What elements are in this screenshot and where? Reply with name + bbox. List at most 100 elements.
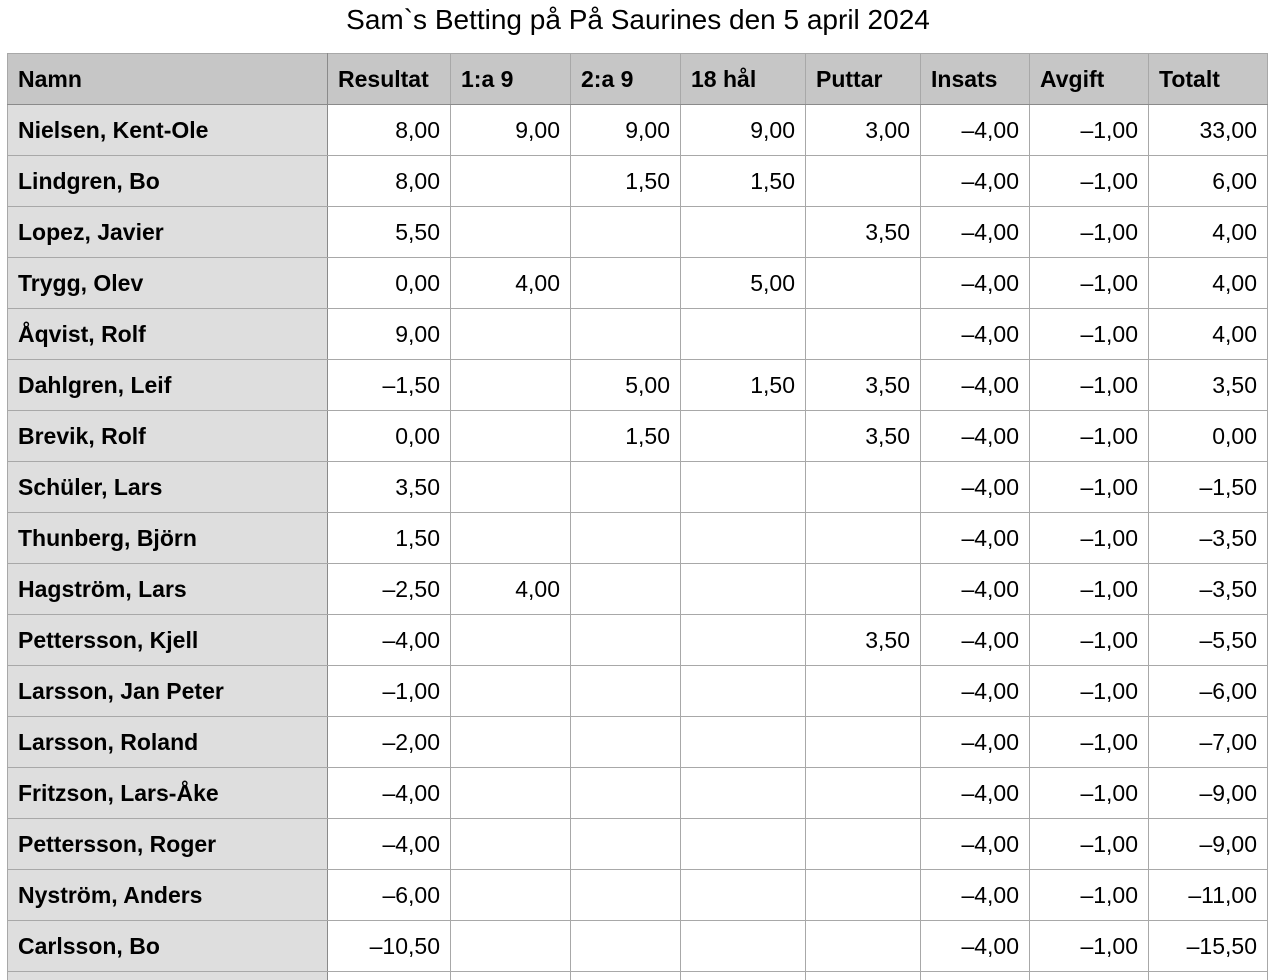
table-row: Hagström, Lars –2,50 4,00 –4,00 –1,00 –3,50 <box>7 563 1268 615</box>
value-cell <box>1148 971 1268 980</box>
value-cell <box>450 818 571 870</box>
value-cell: 0,00 <box>327 257 451 309</box>
header-cell: Namn <box>7 53 328 105</box>
header-cell: 2:a 9 <box>570 53 681 105</box>
value-cell <box>805 665 921 717</box>
value-cell: –9,00 <box>1148 767 1268 819</box>
value-cell <box>680 410 806 462</box>
player-name-cell: Larsson, Roland <box>7 716 328 768</box>
value-cell <box>570 971 681 980</box>
table-row: Trygg, Olev 0,00 4,00 5,00 –4,00 –1,00 4,00 <box>7 257 1268 309</box>
value-cell: –1,00 <box>1029 512 1149 564</box>
value-cell <box>450 665 571 717</box>
value-cell: 4,00 <box>1148 257 1268 309</box>
value-cell: –2,00 <box>327 716 451 768</box>
value-cell: 3,50 <box>805 614 921 666</box>
value-cell: 5,00 <box>680 257 806 309</box>
value-cell: 8,00 <box>327 104 451 156</box>
value-cell <box>570 869 681 921</box>
value-cell: –4,00 <box>920 716 1030 768</box>
player-name-cell: Lindgren, Bo <box>7 155 328 207</box>
value-cell: 9,00 <box>327 308 451 360</box>
value-cell: –1,00 <box>1029 563 1149 615</box>
value-cell: –1,00 <box>1029 104 1149 156</box>
header-cell: Puttar <box>805 53 921 105</box>
value-cell <box>570 308 681 360</box>
value-cell: –7,00 <box>1148 716 1268 768</box>
value-cell <box>680 563 806 615</box>
value-cell <box>570 563 681 615</box>
value-cell <box>450 155 571 207</box>
value-cell: –4,00 <box>327 818 451 870</box>
value-cell: –4,00 <box>920 155 1030 207</box>
value-cell <box>450 206 571 258</box>
value-cell <box>920 971 1030 980</box>
value-cell: –4,00 <box>920 257 1030 309</box>
value-cell: –6,00 <box>1148 665 1268 717</box>
player-name-cell <box>7 971 328 980</box>
table-row: Schüler, Lars 3,50 –4,00 –1,00 –1,50 <box>7 461 1268 513</box>
value-cell: 3,00 <box>805 104 921 156</box>
value-cell: –9,00 <box>1148 818 1268 870</box>
table-row: Nyström, Anders –6,00 –4,00 –1,00 –11,00 <box>7 869 1268 921</box>
table-row: Pettersson, Roger –4,00 –4,00 –1,00 –9,00 <box>7 818 1268 870</box>
value-cell <box>450 410 571 462</box>
value-cell: 4,00 <box>1148 206 1268 258</box>
value-cell: 5,00 <box>570 359 681 411</box>
value-cell <box>570 257 681 309</box>
value-cell <box>570 614 681 666</box>
value-cell: 3,50 <box>805 410 921 462</box>
value-cell: –4,00 <box>920 869 1030 921</box>
value-cell: –4,00 <box>920 359 1030 411</box>
value-cell <box>450 920 571 972</box>
value-cell <box>680 206 806 258</box>
table-row: Lopez, Javier 5,50 3,50 –4,00 –1,00 4,00 <box>7 206 1268 258</box>
value-cell <box>805 308 921 360</box>
value-cell: 3,50 <box>805 359 921 411</box>
value-cell: 9,00 <box>680 104 806 156</box>
value-cell <box>570 206 681 258</box>
value-cell: –1,00 <box>1029 257 1149 309</box>
player-name-cell: Pettersson, Roger <box>7 818 328 870</box>
value-cell: –1,50 <box>327 359 451 411</box>
value-cell <box>805 716 921 768</box>
value-cell: –11,00 <box>1148 869 1268 921</box>
value-cell: –1,00 <box>1029 665 1149 717</box>
table-row <box>7 971 1268 980</box>
value-cell: 9,00 <box>450 104 571 156</box>
value-cell <box>450 767 571 819</box>
table-row: Fritzson, Lars-Åke –4,00 –4,00 –1,00 –9,00 <box>7 767 1268 819</box>
value-cell <box>450 461 571 513</box>
value-cell <box>680 614 806 666</box>
value-cell <box>570 716 681 768</box>
value-cell: 6,00 <box>1148 155 1268 207</box>
header-cell: 1:a 9 <box>450 53 571 105</box>
value-cell <box>680 716 806 768</box>
value-cell: –3,50 <box>1148 563 1268 615</box>
value-cell: –4,00 <box>327 767 451 819</box>
value-cell: –1,00 <box>1029 308 1149 360</box>
table-row: Lindgren, Bo 8,00 1,50 1,50 –4,00 –1,00 6,00 <box>7 155 1268 207</box>
value-cell <box>450 308 571 360</box>
value-cell: –3,50 <box>1148 512 1268 564</box>
value-cell <box>450 614 571 666</box>
value-cell: 5,50 <box>327 206 451 258</box>
value-cell <box>805 869 921 921</box>
value-cell <box>805 563 921 615</box>
value-cell: 1,50 <box>680 155 806 207</box>
value-cell <box>680 512 806 564</box>
player-name-cell: Hagström, Lars <box>7 563 328 615</box>
value-cell <box>680 665 806 717</box>
value-cell: 0,00 <box>327 410 451 462</box>
value-cell: –4,00 <box>920 206 1030 258</box>
value-cell: –10,50 <box>327 920 451 972</box>
value-cell: –1,00 <box>1029 614 1149 666</box>
table-row: Brevik, Rolf 0,00 1,50 3,50 –4,00 –1,00 0,00 <box>7 410 1268 462</box>
value-cell: 33,00 <box>1148 104 1268 156</box>
value-cell <box>805 920 921 972</box>
value-cell: –4,00 <box>327 614 451 666</box>
value-cell: –4,00 <box>920 461 1030 513</box>
value-cell: –1,00 <box>1029 716 1149 768</box>
value-cell <box>450 716 571 768</box>
value-cell: 8,00 <box>327 155 451 207</box>
